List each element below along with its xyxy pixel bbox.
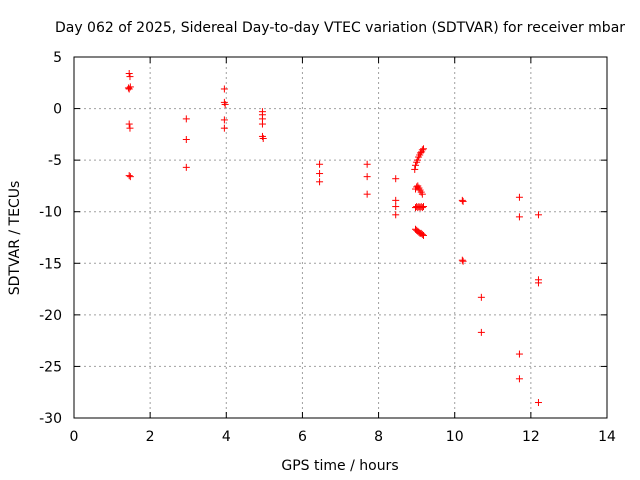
plot-frame <box>73 56 608 419</box>
data-point <box>258 120 266 128</box>
data-point <box>534 399 542 407</box>
data-point <box>259 134 267 142</box>
data-point <box>459 257 467 265</box>
data-point <box>515 213 523 221</box>
data-point <box>126 173 134 181</box>
y-tick-label: -10 <box>39 205 62 221</box>
data-point <box>392 211 400 219</box>
x-tick-label: 0 <box>70 429 79 445</box>
data-point <box>392 203 400 211</box>
data-point <box>477 328 485 336</box>
y-tick-label: -30 <box>39 411 62 427</box>
data-point <box>125 70 133 78</box>
data-point <box>363 190 371 198</box>
x-tick-label: 12 <box>522 429 540 445</box>
data-point <box>418 146 426 154</box>
y-tick-label: 0 <box>53 102 62 118</box>
chart-title: Day 062 of 2025, Sidereal Day-to-day VTE… <box>55 20 625 36</box>
data-point <box>515 350 523 358</box>
data-point <box>316 170 324 178</box>
y-tick-label: -15 <box>39 256 62 272</box>
y-tick-label: -25 <box>39 359 62 375</box>
data-point <box>126 124 134 132</box>
data-point <box>392 196 400 204</box>
x-tick-label: 14 <box>598 429 616 445</box>
data-point <box>220 124 228 132</box>
data-point <box>392 175 400 183</box>
data-point <box>125 120 133 128</box>
data-point <box>412 161 420 169</box>
data-point <box>458 256 466 264</box>
data-point <box>182 163 190 171</box>
y-tick-label: -20 <box>39 308 62 324</box>
data-point <box>220 85 228 93</box>
data-point <box>363 160 371 168</box>
data-point <box>182 115 190 123</box>
data-point <box>419 231 427 239</box>
data-point <box>126 73 134 81</box>
data-point <box>419 145 427 153</box>
data-point <box>125 172 133 180</box>
x-tick-label: 10 <box>446 429 464 445</box>
data-point <box>458 196 466 204</box>
data-point <box>220 116 228 124</box>
x-tick-label: 4 <box>222 429 231 445</box>
y-tick-label: 5 <box>53 50 62 66</box>
x-tick-label: 2 <box>146 429 155 445</box>
data-point <box>418 230 426 238</box>
data-point <box>182 136 190 144</box>
data-point <box>316 160 324 168</box>
data-point <box>534 211 542 219</box>
data-point <box>125 85 133 93</box>
x-tick-label: 6 <box>298 429 307 445</box>
data-point <box>413 156 421 164</box>
data-point <box>418 190 426 198</box>
data-point <box>418 204 426 212</box>
data-point <box>515 193 523 201</box>
data-point <box>534 279 542 287</box>
data-point <box>316 178 324 186</box>
y-axis-label: SDTVAR / TECUs <box>7 181 23 296</box>
data-point <box>221 100 229 108</box>
data-point <box>363 173 371 181</box>
data-point <box>515 375 523 383</box>
data-point <box>459 197 467 205</box>
data-point <box>411 165 419 173</box>
y-tick-label: -5 <box>48 153 62 169</box>
data-point <box>477 293 485 301</box>
data-point <box>124 84 132 92</box>
x-tick-label: 8 <box>374 429 383 445</box>
data-point <box>419 203 427 211</box>
x-axis-label: GPS time / hours <box>281 458 398 474</box>
